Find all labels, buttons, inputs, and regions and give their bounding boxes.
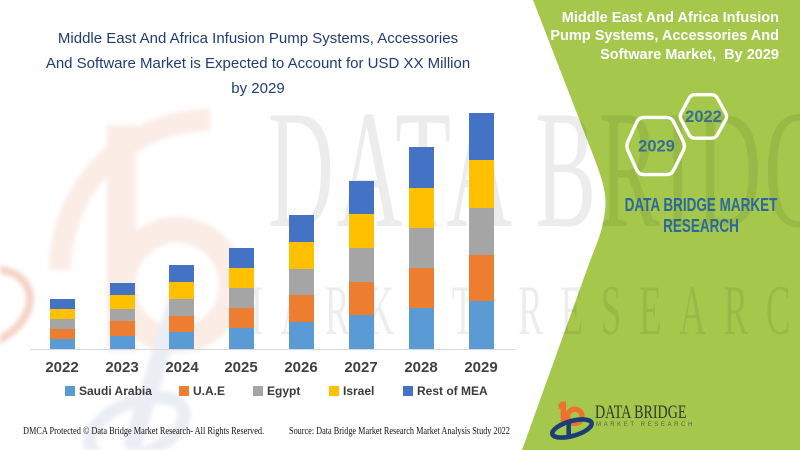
svg-text:2029: 2029 (638, 138, 675, 156)
svg-text:2022: 2022 (685, 108, 722, 126)
